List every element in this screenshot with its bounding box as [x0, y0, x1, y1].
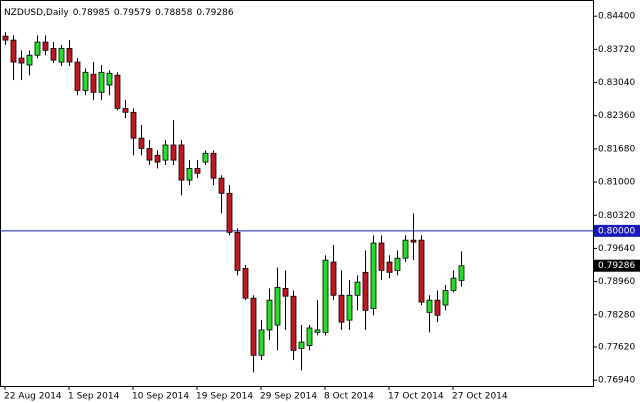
- candle-body: [258, 329, 265, 356]
- price-label-box: [594, 259, 640, 272]
- candle-body: [186, 168, 193, 181]
- candle-body: [178, 144, 185, 181]
- x-tick-label: 8 Oct 2014: [324, 392, 374, 402]
- high-value: 0.79579: [114, 8, 151, 18]
- x-tick-label: 17 Oct 2014: [388, 392, 444, 402]
- y-tick-label: 0.83720: [598, 45, 635, 55]
- candle-body: [50, 47, 57, 61]
- y-tick-label: 0.80320: [598, 211, 635, 221]
- plot: [1, 32, 594, 373]
- candle-body: [370, 242, 377, 309]
- candle-body: [426, 299, 433, 313]
- candle-body: [162, 144, 169, 161]
- x-tick-label: 29 Sep 2014: [260, 392, 317, 402]
- candle-body: [418, 239, 425, 303]
- y-tick-label: 0.84400: [598, 12, 635, 22]
- open-value: 0.78985: [73, 8, 110, 18]
- candle-body: [338, 294, 345, 323]
- x-tick-label: 22 Aug 2014: [4, 392, 62, 402]
- candle-body: [170, 144, 177, 161]
- candle-body: [322, 259, 329, 333]
- candle-body: [410, 239, 417, 243]
- candle-body: [354, 281, 361, 296]
- y-tick-label: 0.81680: [598, 144, 635, 154]
- candle-body: [282, 288, 289, 297]
- candle-body: [378, 242, 385, 271]
- close-value: 0.79286: [196, 8, 233, 18]
- candle-body: [226, 192, 233, 233]
- candle-body: [130, 111, 137, 139]
- y-tick-label: 0.76940: [598, 376, 635, 386]
- candle-body: [10, 39, 17, 63]
- y-tick-label: 0.83040: [598, 78, 635, 88]
- candle-body: [434, 299, 441, 316]
- candle-body: [122, 108, 129, 113]
- x-tick-label: 27 Oct 2014: [452, 392, 508, 402]
- candle-body: [34, 41, 41, 56]
- x-tick-label: 19 Sep 2014: [196, 392, 253, 402]
- candle-body: [458, 265, 465, 281]
- candle-body: [58, 47, 65, 63]
- candle-body: [330, 261, 337, 296]
- candle-body: [82, 71, 89, 91]
- y-tick-label: 0.78960: [598, 277, 635, 287]
- candle-body: [106, 72, 113, 86]
- level-label: 0.80000: [598, 226, 635, 236]
- candle-body: [234, 231, 241, 271]
- candle-body: [18, 57, 25, 64]
- candle-body: [362, 271, 369, 311]
- candle-body: [250, 297, 257, 356]
- candle-body: [194, 168, 201, 174]
- candle-body: [138, 137, 145, 149]
- candle-body: [346, 294, 353, 321]
- candle-body: [210, 152, 217, 179]
- candle-body: [442, 289, 449, 306]
- candle-body: [450, 277, 457, 291]
- candle-body: [154, 154, 161, 163]
- candle-body: [306, 327, 313, 346]
- candle-body: [242, 268, 249, 299]
- candle-body: [42, 41, 49, 51]
- candle-body: [394, 257, 401, 271]
- candle-body: [2, 35, 9, 41]
- symbol-title: NZDUSD,Daily: [4, 8, 69, 18]
- candle-body: [290, 295, 297, 351]
- candle-body: [274, 287, 281, 326]
- candle-body: [66, 47, 73, 63]
- y-tick-label: 0.79640: [598, 244, 635, 254]
- x-tick-label: 1 Sep 2014: [68, 392, 120, 402]
- low-value: 0.78858: [155, 8, 192, 18]
- candle-body: [74, 61, 81, 91]
- candle-body: [314, 329, 321, 333]
- candle-body: [202, 152, 209, 163]
- y-tick-label: 0.78280: [598, 310, 635, 320]
- candle-body: [114, 74, 121, 109]
- candle-body: [402, 239, 409, 259]
- candle-body: [298, 341, 305, 349]
- candle-body: [266, 299, 273, 331]
- plot-frame: [0, 0, 594, 387]
- y-tick-label: 0.81000: [598, 178, 635, 188]
- y-tick-label: 0.82360: [598, 111, 635, 121]
- price-label: 0.79286: [598, 261, 635, 271]
- candle-body: [146, 148, 153, 161]
- header: NZDUSD,Daily 0.78985 0.79579 0.78858 0.79286: [4, 8, 234, 18]
- y-tick-label: 0.77620: [598, 342, 635, 352]
- candle-body: [218, 177, 225, 194]
- candle-body: [386, 261, 393, 273]
- candle-body: [90, 73, 97, 93]
- level-label-box: [594, 224, 640, 237]
- x-tick-label: 10 Sep 2014: [132, 392, 189, 402]
- candle-body: [98, 71, 105, 93]
- candle-body: [26, 54, 33, 66]
